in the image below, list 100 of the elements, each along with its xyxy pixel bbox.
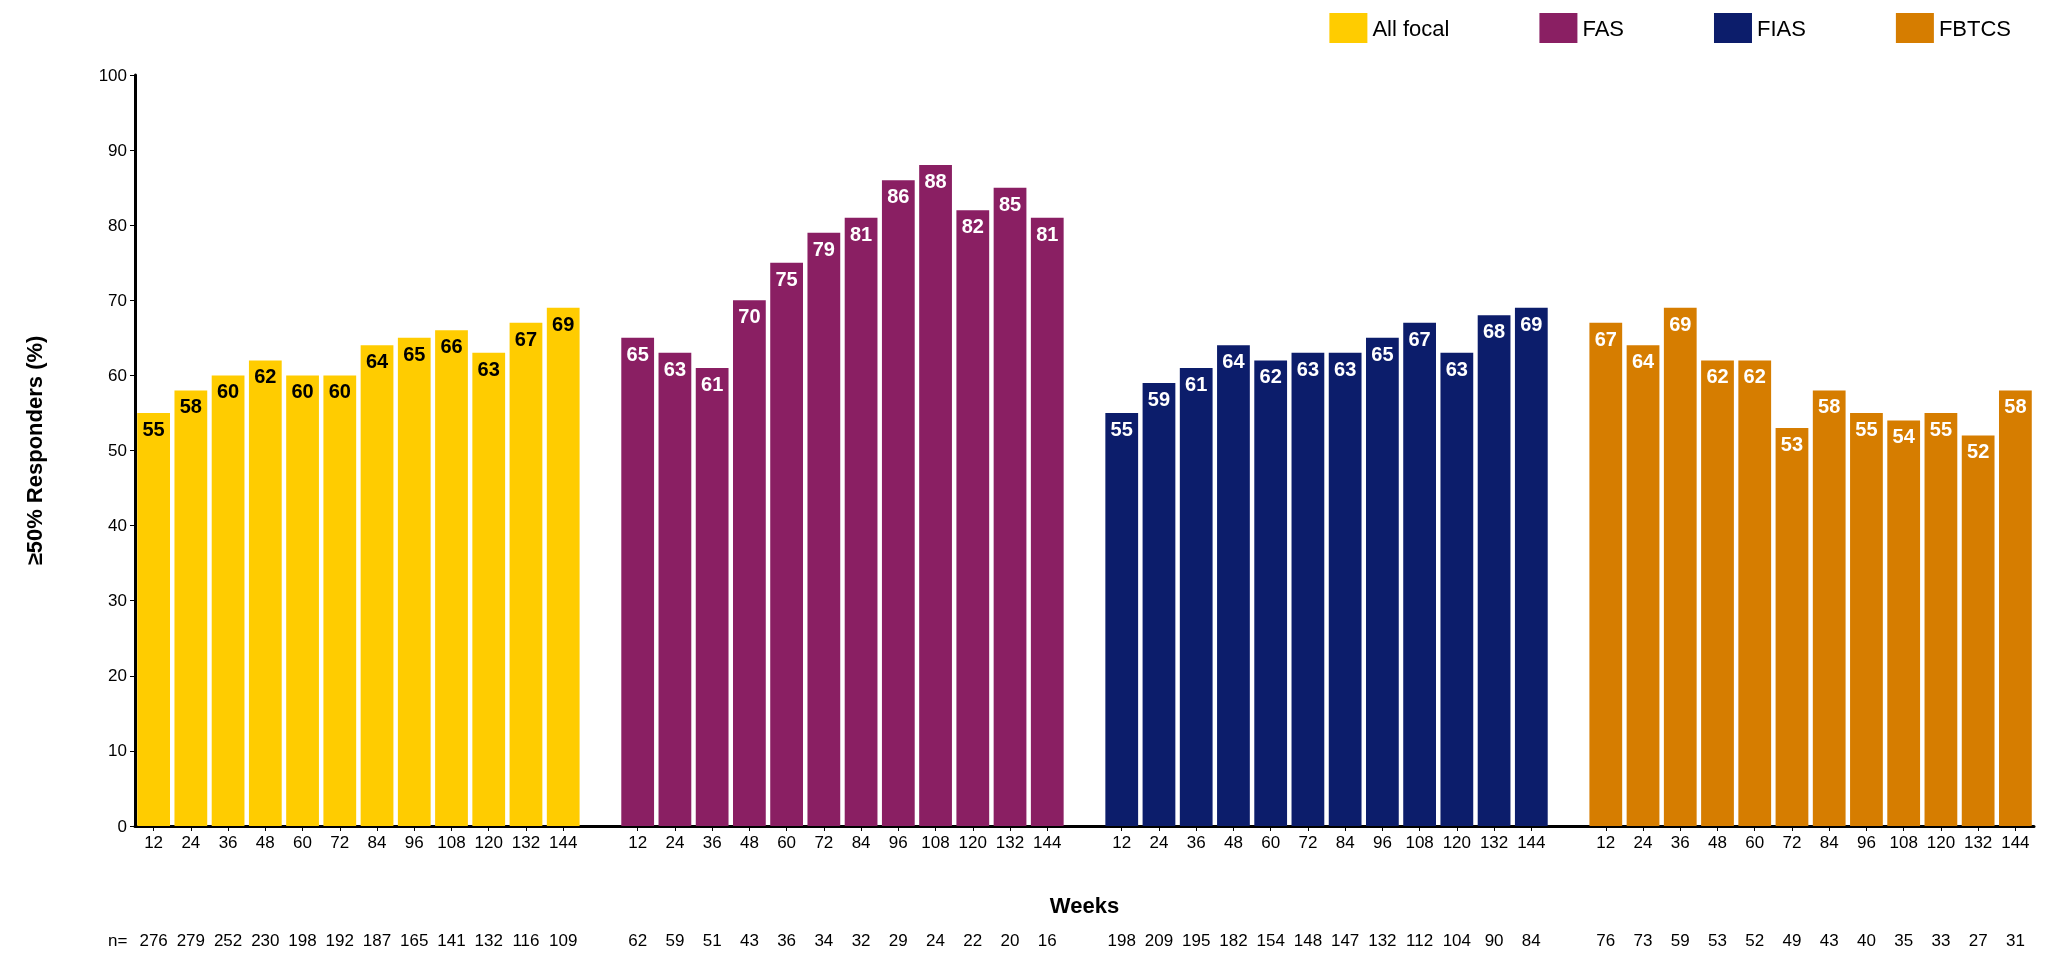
x-tick-label: 60 [1261,833,1281,852]
bar [844,217,878,826]
text: 252 [213,930,243,950]
data-label: 70 [738,305,761,328]
bar [1514,307,1548,826]
bar [1477,315,1511,826]
x-tick-label: 96 [888,833,908,852]
data-label: 55 [1929,417,1953,440]
data-label: 62 [254,365,277,388]
x-tick-label: 36 [1186,833,1206,852]
x-tick-label: 96 [1372,833,1392,852]
bar [770,262,803,826]
text: 147 [1330,930,1360,950]
bar [211,375,245,826]
bar [1663,307,1697,826]
text: 36 [777,930,797,950]
text: 141 [437,930,466,950]
bar [1775,427,1809,826]
text: 22 [963,930,983,950]
text: 279 [176,930,206,950]
y-tick-label: 60 [108,365,127,385]
bar [137,412,170,826]
bar [1738,360,1772,826]
text: 84 [1521,930,1541,950]
data-label: 66 [440,335,463,358]
bar [546,307,580,826]
x-tick-label: 108 [437,833,466,852]
y-tick-label: 20 [108,666,127,686]
x-tick-label: 120 [958,833,987,852]
y-tick-label: 40 [108,516,127,536]
x-tick-label: 96 [1856,833,1876,852]
data-label: 60 [328,380,351,403]
bar [956,210,990,826]
text: 195 [1182,930,1211,950]
text: 132 [474,930,503,950]
x-tick-label: 96 [404,833,424,852]
text: 43 [1819,930,1839,950]
data-label: 63 [477,357,500,380]
text: 27 [1968,930,1988,950]
data-label: 65 [1371,342,1394,365]
bar [1961,435,1995,826]
bar [397,337,431,826]
text: 73 [1633,930,1653,950]
data-label: 62 [1259,365,1282,388]
data-label: 60 [291,380,314,403]
legend-label: All focal [1372,15,1450,41]
bar [1999,390,2032,826]
x-tick-label: 60 [293,833,313,852]
bar [1440,352,1474,826]
data-label: 64 [1222,350,1246,373]
y-axis-title: ≥50% Responders (%) [21,335,47,566]
bar [472,352,506,826]
data-label: 63 [663,357,687,380]
x-tick-label: 36 [702,833,722,852]
text: 49 [1782,930,1802,950]
data-label: 65 [626,342,649,365]
bar [695,367,729,826]
data-label: 88 [924,170,947,193]
x-tick-label: 120 [474,833,503,852]
text: 51 [702,930,722,950]
y-tick-label: 50 [108,441,127,460]
x-tick-label: 12 [144,833,164,852]
y-tick-label: 0 [117,816,127,836]
data-label: 85 [998,192,1022,215]
x-tick-label: 108 [1405,833,1434,852]
text: 112 [1406,930,1434,950]
bar [1589,322,1623,826]
text: 24 [926,930,946,950]
text: 198 [288,930,317,950]
x-tick-label: 72 [330,833,350,852]
data-label: 69 [552,312,575,335]
data-label: 81 [1036,222,1059,245]
bar [1328,352,1362,826]
data-label: 64 [365,350,390,373]
x-tick-label: 72 [1298,833,1318,852]
bar [1217,345,1250,826]
text: 230 [251,930,280,950]
x-tick-label: 108 [1889,833,1918,852]
bar [1701,360,1734,826]
data-label: 63 [1296,357,1320,380]
bar [621,337,655,826]
data-label: 75 [775,267,798,290]
x-tick-label: 48 [1223,833,1243,852]
bar [1030,217,1064,826]
x-tick-label: 24 [1633,833,1653,852]
x-tick-label: 60 [777,833,797,852]
legend-label: FIAS [1756,15,1806,41]
data-label: 58 [1818,395,1841,418]
text: 53 [1708,930,1727,950]
text: 34 [814,930,834,950]
x-tick-label: 144 [2001,833,2030,852]
x-tick-label: 84 [1335,833,1355,852]
text: 148 [1293,930,1323,950]
bar [1850,412,1883,826]
x-tick-label: 144 [1033,833,1062,852]
data-label: 58 [2004,395,2027,418]
text: 35 [1894,930,1914,950]
data-label: 86 [887,185,910,208]
text: 209 [1144,930,1174,950]
x-tick-label: 120 [1442,833,1472,852]
